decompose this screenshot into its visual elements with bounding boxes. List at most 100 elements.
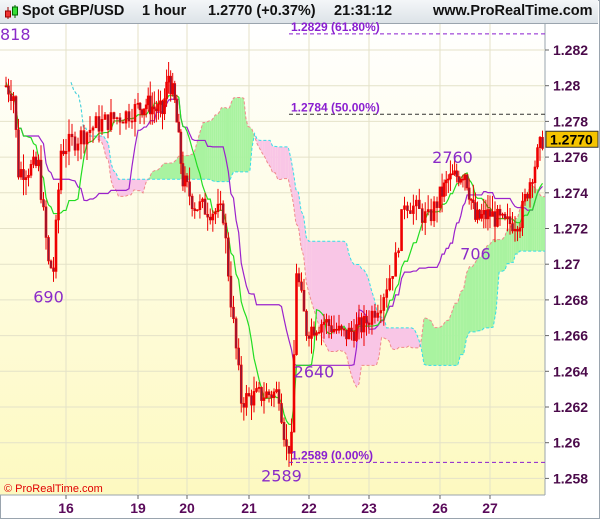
candle-body	[457, 176, 461, 183]
candle-body	[415, 199, 418, 207]
candle-body	[190, 195, 194, 210]
candle	[275, 381, 278, 394]
candle-body	[469, 199, 473, 201]
candle-body	[503, 213, 507, 219]
candle-body	[501, 213, 504, 216]
candle-body	[59, 150, 63, 191]
candle	[417, 188, 421, 209]
ichimoku-cloud-segment	[460, 289, 464, 355]
candle	[193, 202, 197, 219]
ichimoku-cloud-segment	[227, 107, 230, 182]
site-link[interactable]: www.ProRealTime.com	[433, 3, 593, 19]
ichimoku-cloud-segment	[351, 261, 354, 383]
candle	[503, 212, 507, 221]
candle	[360, 312, 363, 339]
ichimoku-cloud-segment	[207, 120, 210, 180]
candle	[103, 111, 107, 120]
y-axis-tick-label: 1.272	[553, 221, 588, 237]
candle-body	[85, 132, 89, 145]
candle-body	[115, 117, 119, 120]
candle	[153, 91, 156, 124]
candle	[373, 303, 377, 324]
ichimoku-cloud-segment	[349, 254, 352, 376]
candle	[227, 232, 230, 282]
candle	[27, 168, 30, 187]
ichimoku-cloud-segment	[173, 159, 176, 180]
candle	[234, 316, 238, 360]
candle	[109, 98, 113, 132]
candle-body	[373, 310, 377, 318]
candle-body	[34, 156, 38, 166]
candle	[498, 204, 502, 226]
candle-body	[516, 228, 519, 232]
candle-body	[538, 137, 542, 148]
candle	[310, 318, 313, 354]
candle	[257, 381, 261, 393]
candle	[270, 390, 273, 407]
candle-body	[57, 189, 60, 221]
ichimoku-cloud-segment	[391, 327, 394, 350]
candle	[412, 194, 415, 225]
ichimoku-cloud-segment	[595, 199, 598, 211]
ichimoku-cloud-segment	[448, 312, 452, 366]
candle-body	[388, 278, 392, 291]
price-annotation: 690	[33, 287, 64, 306]
candle	[150, 92, 154, 125]
candle-body	[337, 325, 341, 331]
candle-body	[224, 222, 228, 239]
candle-body	[484, 210, 488, 220]
ichimoku-cloud-segment	[547, 196, 549, 251]
candle	[282, 417, 286, 447]
candle	[315, 330, 318, 341]
ichimoku-cloud-segment	[134, 179, 137, 191]
ichimoku-cloud-segment	[538, 190, 541, 252]
candle-body	[317, 331, 321, 334]
ichimoku-cloud-segment	[211, 118, 214, 181]
candle	[295, 263, 298, 356]
candle	[496, 204, 499, 228]
candle-body	[161, 100, 164, 115]
candle	[337, 314, 341, 334]
ichimoku-cloud-segment	[509, 225, 512, 264]
candle	[285, 424, 288, 461]
price-annotation: 706	[460, 244, 491, 263]
candle-body	[526, 193, 529, 199]
candle-body	[322, 321, 326, 325]
ichimoku-cloud-segment	[406, 327, 409, 348]
candle	[340, 324, 343, 337]
candle-body	[451, 173, 454, 176]
candle-body	[118, 117, 122, 123]
candle	[467, 178, 471, 205]
candle	[262, 382, 266, 414]
candle	[472, 184, 475, 210]
ichimoku-cloud-segment	[585, 206, 588, 215]
candle	[292, 339, 296, 433]
candle-body	[420, 208, 424, 223]
clock-time: 21:31:12	[334, 3, 393, 19]
candle	[265, 383, 268, 399]
candle	[59, 143, 63, 195]
y-axis-tick-label: 1.264	[553, 363, 588, 379]
ichimoku-cloud-segment	[540, 195, 543, 252]
candle	[124, 110, 128, 130]
candle-body	[491, 211, 494, 217]
candle-body	[159, 100, 162, 105]
x-axis-tick-label: 21	[241, 500, 257, 516]
candle	[330, 315, 333, 339]
candle	[449, 160, 452, 191]
candle-body	[198, 201, 202, 210]
candle	[465, 173, 469, 191]
candle	[394, 242, 397, 277]
ichimoku-cloud-segment	[285, 146, 289, 179]
candle	[322, 313, 326, 339]
candle-body	[73, 136, 77, 151]
candle-body	[480, 214, 483, 219]
candle	[34, 151, 38, 169]
candle	[94, 112, 98, 129]
candle	[57, 182, 60, 234]
candle-body	[237, 347, 240, 366]
candle-body	[511, 223, 514, 232]
ichimoku-cloud-segment	[457, 291, 461, 366]
x-axis-tick-label: 23	[361, 500, 377, 516]
ichimoku-cloud-segment	[490, 239, 494, 328]
